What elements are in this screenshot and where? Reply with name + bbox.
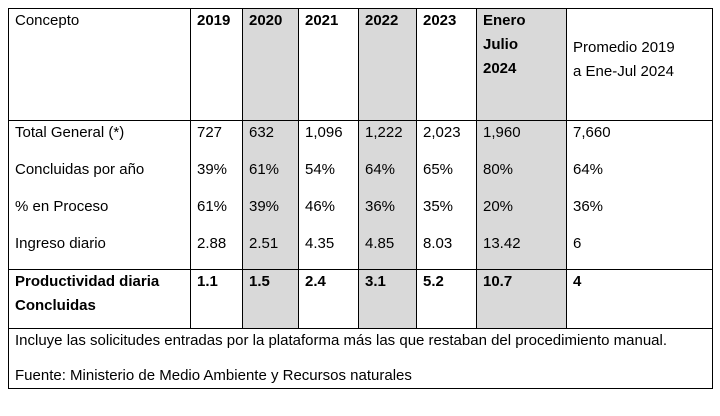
- header-year-2022: 2022: [358, 8, 417, 121]
- row-labels: Total General (*) Concluidas por año % e…: [8, 120, 191, 270]
- cell: 2.88: [197, 235, 227, 252]
- cell: 39%: [249, 198, 280, 215]
- cell: 64%: [573, 161, 604, 178]
- cell: 20%: [483, 198, 514, 215]
- header-promedio-line-1: Promedio 2019: [573, 39, 675, 56]
- cell: 6: [573, 235, 582, 252]
- cell: 7,660: [573, 124, 611, 141]
- header-enero-line-3: 2024: [483, 60, 517, 77]
- cell: 61%: [249, 161, 280, 178]
- productividad-label: Productividad diaria Concluidas: [8, 269, 191, 329]
- cell: 39%: [197, 161, 228, 178]
- cell: 4.85: [365, 235, 395, 252]
- source-text: Fuente: Ministerio de Medio Ambiente y R…: [15, 367, 412, 384]
- cell: 80%: [483, 161, 514, 178]
- cell: 4: [566, 269, 713, 329]
- notes-cell: Incluye las solicitudes entradas por la …: [8, 328, 713, 389]
- cell: 65%: [423, 161, 454, 178]
- productividad-label-line-1: Productividad diaria: [15, 273, 160, 290]
- header-concepto: Concepto: [8, 8, 191, 121]
- cell: 4.35: [305, 235, 335, 252]
- col-enero-julio-2024: 1,960 80% 20% 13.42: [476, 120, 567, 270]
- row-label: Total General (*): [15, 124, 125, 141]
- header-year-2023: 2023: [416, 8, 477, 121]
- cell: 3.1: [358, 269, 417, 329]
- cell: 10.7: [476, 269, 567, 329]
- cell: 1.5: [242, 269, 299, 329]
- cell: 1.1: [190, 269, 243, 329]
- col-2020: 632 61% 39% 2.51: [242, 120, 299, 270]
- header-year-2019: 2019: [190, 8, 243, 121]
- cell: 36%: [573, 198, 604, 215]
- data-table: Concepto 2019 2020 2021 2022 2023 Enero …: [8, 8, 713, 389]
- cell: 632: [249, 124, 275, 141]
- header-year-2021: 2021: [298, 8, 359, 121]
- header-row: Concepto 2019 2020 2021 2022 2023 Enero …: [8, 8, 713, 121]
- cell: 1,960: [483, 124, 521, 141]
- cell: 46%: [305, 198, 336, 215]
- cell: 8.03: [423, 235, 453, 252]
- notes-row: Incluye las solicitudes entradas por la …: [8, 328, 713, 389]
- cell: 61%: [197, 198, 228, 215]
- note-text: Incluye las solicitudes entradas por la …: [15, 332, 668, 349]
- header-enero-julio-2024: Enero Julio 2024: [476, 8, 567, 121]
- cell: 2,023: [423, 124, 461, 141]
- header-enero-line-2: Julio: [483, 36, 519, 53]
- col-2021: 1,096 54% 46% 4.35: [298, 120, 359, 270]
- cell: 54%: [305, 161, 336, 178]
- header-promedio: Promedio 2019 a Ene-Jul 2024: [566, 8, 713, 121]
- cell: 13.42: [483, 235, 521, 252]
- col-2019: 727 39% 61% 2.88: [190, 120, 243, 270]
- cell: 1,096: [305, 124, 343, 141]
- cell: 35%: [423, 198, 454, 215]
- cell: 727: [197, 124, 223, 141]
- cell: 1,222: [365, 124, 403, 141]
- col-2022: 1,222 64% 36% 4.85: [358, 120, 417, 270]
- row-label: % en Proceso: [15, 198, 109, 215]
- productividad-row: Productividad diaria Concluidas 1.1 1.5 …: [8, 269, 713, 329]
- cell: 2.51: [249, 235, 279, 252]
- header-promedio-line-2: a Ene-Jul 2024: [573, 63, 674, 80]
- productividad-label-line-2: Concluidas: [15, 297, 96, 314]
- cell: 64%: [365, 161, 396, 178]
- header-enero-line-1: Enero: [483, 12, 526, 29]
- row-label: Ingreso diario: [15, 235, 106, 252]
- cell: 36%: [365, 198, 396, 215]
- col-2023: 2,023 65% 35% 8.03: [416, 120, 477, 270]
- header-year-2020: 2020: [242, 8, 299, 121]
- body-rows: Total General (*) Concluidas por año % e…: [8, 120, 713, 270]
- row-label: Concluidas por año: [15, 161, 145, 178]
- cell: 5.2: [416, 269, 477, 329]
- col-promedio: 7,660 64% 36% 6: [566, 120, 713, 270]
- cell: 2.4: [298, 269, 359, 329]
